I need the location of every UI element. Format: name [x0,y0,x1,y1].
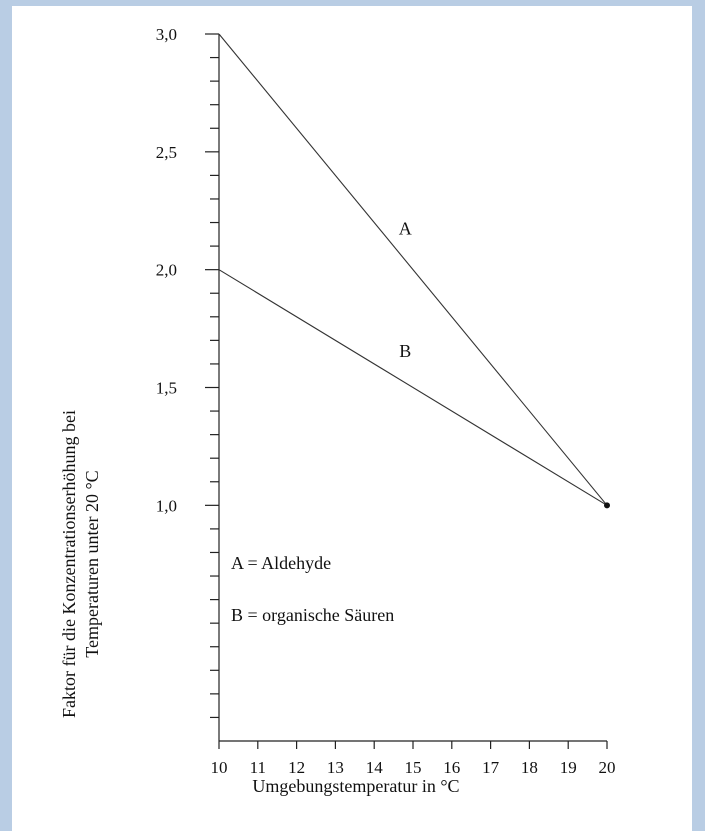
y-axis-label: Faktor für die Konzentrationserhöhung be… [59,410,102,718]
y-tick-label: 1,0 [156,496,177,515]
end-point-marker [604,502,610,509]
x-tick-label: 19 [560,758,577,777]
series-label-a: A [399,218,412,238]
y-axis-ticks: 1,0 1,5 2,0 2,5 3,0 [156,25,219,719]
x-tick-label: 11 [250,758,266,777]
x-tick-label: 15 [405,758,422,777]
legend-entry-b: B = organische Säuren [231,605,394,625]
x-tick-label: 10 [211,758,228,777]
x-tick-label: 14 [366,758,384,777]
x-tick-label: 12 [288,758,305,777]
y-axis-label-line-1: Faktor für die Konzentrationserhöhung be… [59,410,79,718]
figure-frame: 1,0 1,5 2,0 2,5 3,0 10 11 12 13 14 15 16 17 18 19 20 A… [12,6,692,831]
x-tick-label: 17 [482,758,500,777]
line-chart: 1,0 1,5 2,0 2,5 3,0 10 11 12 13 14 15 16 17 18 19 20 A… [59,25,616,796]
y-tick-label: 2,5 [156,143,177,162]
x-axis-ticks: 10 11 12 13 14 15 16 17 18 19 20 [211,741,616,777]
series-label-b: B [399,341,411,361]
series-line-b [218,269,608,506]
legend-entry-a: A = Aldehyde [231,553,331,573]
x-tick-label: 20 [599,758,616,777]
legend: A = Aldehyde B = organische Säuren [231,553,394,625]
x-tick-label: 16 [443,758,460,777]
y-axis-label-line-2: Temperaturen unter 20 °C [82,470,102,657]
series-lines: AB [218,33,610,509]
series-line-a [218,33,608,506]
y-tick-label: 1,5 [156,379,177,398]
y-tick-label: 2,0 [156,261,177,280]
x-tick-label: 18 [521,758,538,777]
x-tick-label: 13 [327,758,344,777]
x-axis-label: Umgebungstemperatur in °C [252,776,459,796]
y-tick-label: 3,0 [156,25,177,44]
